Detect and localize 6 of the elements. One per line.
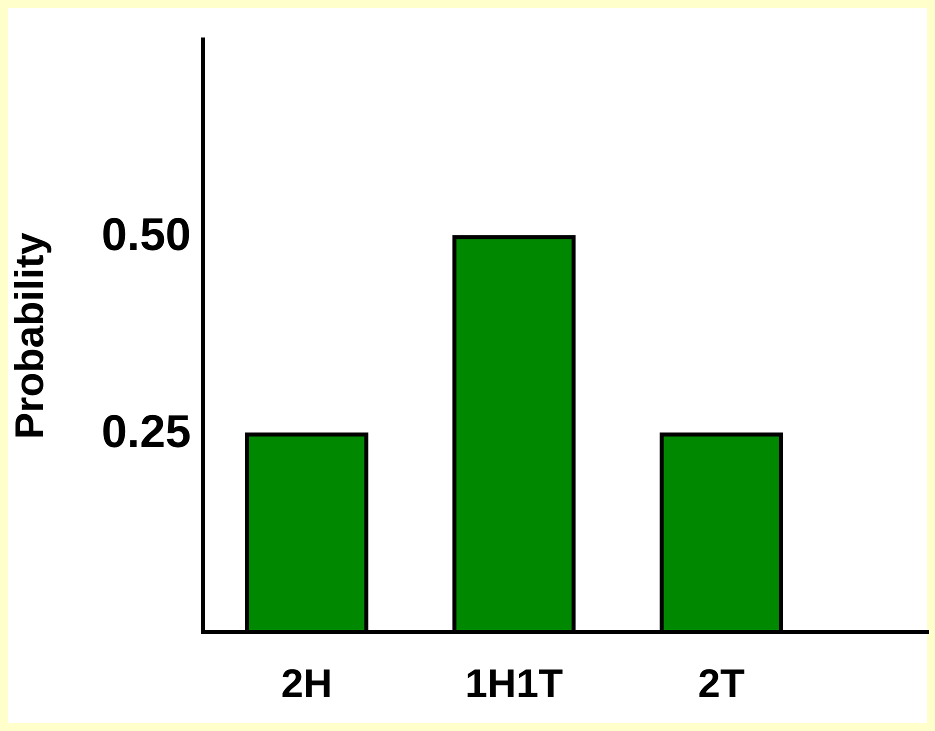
- y-axis-title: Probability: [8, 232, 52, 440]
- y-tick-label: 0.50: [101, 208, 191, 260]
- x-tick-label: 1H1T: [465, 662, 563, 706]
- y-tick-label: 0.25: [101, 405, 191, 458]
- x-tick-label: 2T: [698, 662, 745, 706]
- x-tick-label: 2H: [281, 662, 332, 706]
